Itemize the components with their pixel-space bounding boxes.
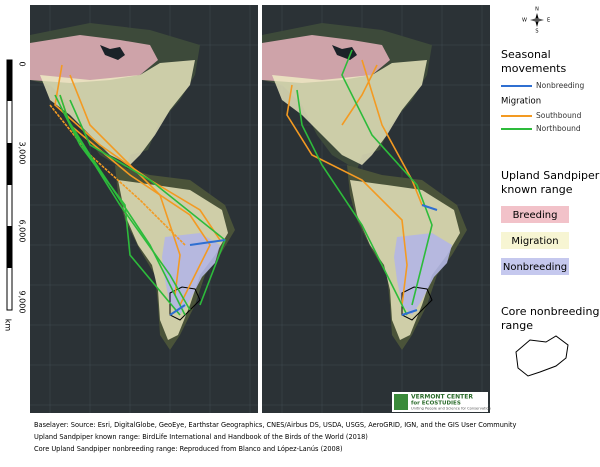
legend-item: Breeding	[513, 210, 558, 221]
scale-bar: 0 3,000 6,000 9,000 km	[4, 59, 27, 332]
compass: N E S W	[522, 7, 550, 35]
legend-heading: Upland Sandpiper	[501, 169, 600, 182]
legend-heading: range	[501, 319, 533, 332]
compass-s: S	[535, 29, 538, 35]
legend-item: Nonbreeding	[536, 81, 584, 90]
legend-item: Migration	[511, 236, 558, 247]
scale-label: 9,000	[18, 291, 27, 314]
legend-heading: known range	[501, 183, 573, 196]
map-panel-right: VERMONT CENTER for ECOSTUDIES Uniting Pe…	[261, 4, 491, 414]
legend-subheading: Migration	[501, 97, 541, 107]
compass-w: W	[522, 18, 527, 24]
logo: VERMONT CENTER for ECOSTUDIES Uniting Pe…	[392, 392, 491, 412]
compass-e: E	[547, 18, 550, 24]
footer: Baselayer: Source: Esri, DigitalGlobe, G…	[34, 421, 517, 453]
legend: Seasonal movements Nonbreeding Migration…	[501, 48, 600, 377]
legend-item: Northbound	[536, 124, 581, 133]
legend-item: Southbound	[536, 111, 582, 120]
logo-title: VERMONT CENTER	[411, 394, 473, 401]
logo-tagline: Uniting People and Science for Conservat…	[411, 407, 491, 411]
footer-line: Baselayer: Source: Esri, DigitalGlobe, G…	[34, 421, 517, 429]
map-panel-left	[29, 4, 259, 414]
scale-label: 6,000	[18, 220, 27, 243]
compass-n: N	[535, 7, 539, 13]
scale-label: 0	[18, 61, 27, 66]
legend-item: Nonbreeding	[503, 262, 567, 273]
logo-subtitle: for ECOSTUDIES	[411, 401, 461, 407]
legend-heading: Core nonbreeding	[501, 305, 599, 318]
scale-unit: km	[4, 319, 13, 332]
scale-label: 3,000	[18, 142, 27, 165]
footer-line: Core Upland Sandpiper nonbreeding range:…	[34, 445, 343, 453]
footer-line: Upland Sandpiper known range: BirdLife I…	[34, 433, 368, 441]
legend-heading: Seasonal	[501, 48, 551, 61]
legend-heading: movements	[501, 62, 566, 75]
